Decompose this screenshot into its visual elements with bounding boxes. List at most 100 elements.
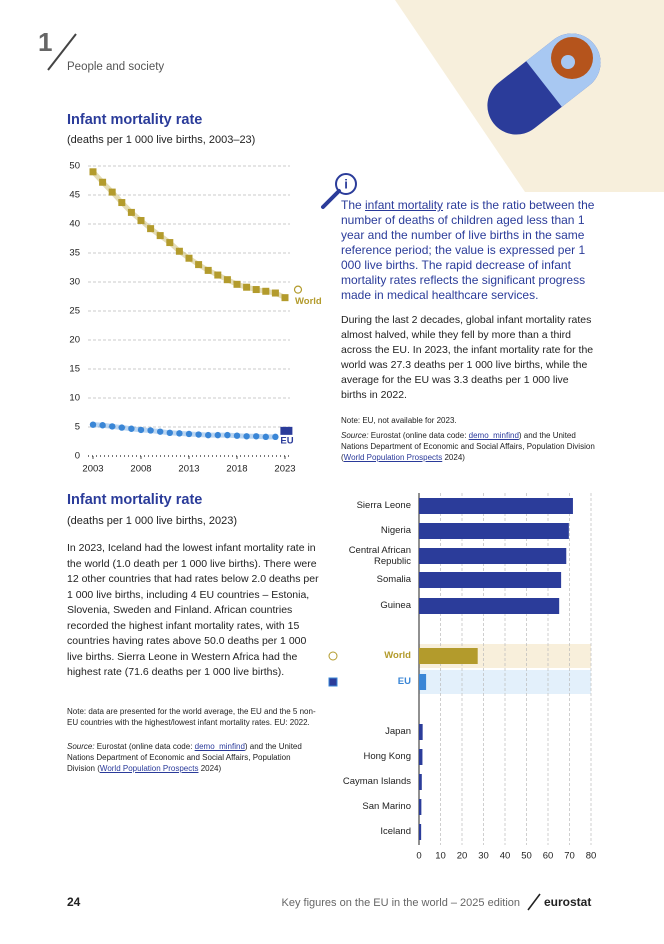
source-link[interactable]: World Population Prospects [343, 453, 443, 462]
brand: eurostat [544, 895, 591, 909]
bar [419, 523, 569, 539]
marker [176, 430, 183, 437]
bar [419, 824, 422, 840]
marker [252, 286, 260, 294]
marker [204, 266, 212, 274]
source-text: ) and the United Nations Department of E… [67, 742, 302, 773]
section-name: People and society [67, 61, 164, 73]
x-tick-label: 20 [457, 851, 468, 862]
y-tick-label: San Marino [362, 801, 411, 812]
y-tick-label: 25 [69, 306, 80, 317]
x-tick-label: 2023 [274, 464, 295, 475]
source-text: 2024) [442, 453, 465, 462]
source-label: Source: [341, 431, 369, 440]
x-tick-label: 2018 [226, 464, 247, 475]
y-tick-label: 15 [69, 364, 80, 375]
marker [128, 425, 135, 432]
info-text: rate is the ratio between the number of … [341, 198, 595, 302]
x-tick-label: 0 [416, 851, 421, 862]
svg-text:i: i [344, 176, 348, 191]
marker [195, 261, 203, 269]
legend-icon [280, 426, 293, 435]
y-tick-label: Hong Kong [363, 751, 411, 762]
bar [419, 598, 560, 614]
y-tick-label: Somalia [376, 574, 411, 585]
page-number: 24 [67, 895, 81, 909]
paragraph: During the last 2 decades, global infant… [341, 314, 594, 401]
marker [147, 427, 154, 434]
publication-title: Key figures on the EU in the world – 202… [282, 897, 520, 909]
paragraph: In 2023, Iceland had the lowest infant m… [67, 542, 319, 678]
marker [166, 429, 173, 436]
series-label: World [295, 296, 322, 307]
series-line [91, 170, 287, 300]
x-tick-label: 2013 [178, 464, 199, 475]
x-tick-label: 2003 [82, 464, 103, 475]
footer-slash [527, 893, 541, 911]
marker [253, 433, 260, 440]
y-tick-label: 10 [69, 393, 80, 404]
marker [224, 431, 231, 439]
info-text: The [341, 198, 366, 212]
y-tick-label: 50 [69, 161, 80, 172]
y-tick-label: Central African Republic [348, 545, 411, 567]
source-link[interactable]: demo_minfind [468, 431, 519, 440]
y-tick-label: 20 [69, 335, 80, 346]
y-tick-label: 40 [69, 219, 80, 230]
marker [99, 178, 107, 186]
y-tick-label: 45 [69, 190, 80, 201]
chart-title: Infant mortality rate [67, 112, 203, 128]
marker [166, 239, 174, 247]
chart-title: Infant mortality rate [67, 492, 203, 508]
chart-subtitle: (deaths per 1 000 live births, 2023) [67, 515, 237, 527]
marker [89, 168, 97, 176]
note: Note: EU, not available for 2023. [341, 416, 457, 425]
header-slash [47, 33, 77, 71]
info-icon: i [321, 173, 357, 209]
marker [214, 271, 222, 279]
y-tick-label: World [384, 650, 411, 661]
marker [185, 430, 193, 438]
y-tick-label: Nigeria [380, 525, 411, 536]
source-text: ) and the United Nations Department of E… [341, 431, 595, 462]
marker [108, 188, 116, 196]
source: Source: Eurostat (online data code: demo… [341, 430, 596, 463]
y-tick-label: 0 [75, 451, 80, 462]
bar [419, 648, 478, 664]
marker [262, 287, 270, 295]
marker [127, 208, 135, 216]
bar [419, 498, 573, 514]
marker [223, 276, 231, 284]
y-tick-label: 35 [69, 248, 80, 259]
source-link[interactable]: demo_minfind [194, 742, 245, 751]
bar [419, 749, 423, 765]
marker [272, 433, 279, 441]
marker [157, 428, 164, 435]
source-label: Source: [67, 742, 95, 751]
y-tick-label: 30 [69, 277, 80, 288]
marker [195, 431, 202, 438]
x-tick-label: 70 [564, 851, 575, 862]
pill-icon-dot [561, 55, 575, 69]
x-tick-label: 60 [543, 851, 554, 862]
marker [89, 421, 97, 428]
marker [233, 432, 241, 439]
marker [214, 431, 221, 439]
info-box: The infant mortality rate is the ratio b… [341, 198, 603, 303]
source-text: Eurostat (online data code: [368, 431, 469, 440]
legend-icon [328, 677, 338, 687]
bar [419, 724, 423, 740]
legend-icon [293, 285, 303, 294]
x-tick-label: 2008 [130, 464, 151, 475]
chart-subtitle: (deaths per 1 000 live births, 2003–23) [67, 134, 256, 146]
marker [137, 217, 145, 225]
marker [118, 199, 126, 207]
marker [109, 423, 116, 430]
source-link[interactable]: World Population Prospects [99, 764, 199, 773]
marker [271, 289, 279, 297]
marker [243, 433, 250, 440]
source: Source: Eurostat (online data code: demo… [67, 741, 317, 774]
marker [262, 433, 269, 441]
info-link[interactable]: infant mortality [365, 198, 444, 212]
y-tick-label: Guinea [380, 600, 411, 611]
